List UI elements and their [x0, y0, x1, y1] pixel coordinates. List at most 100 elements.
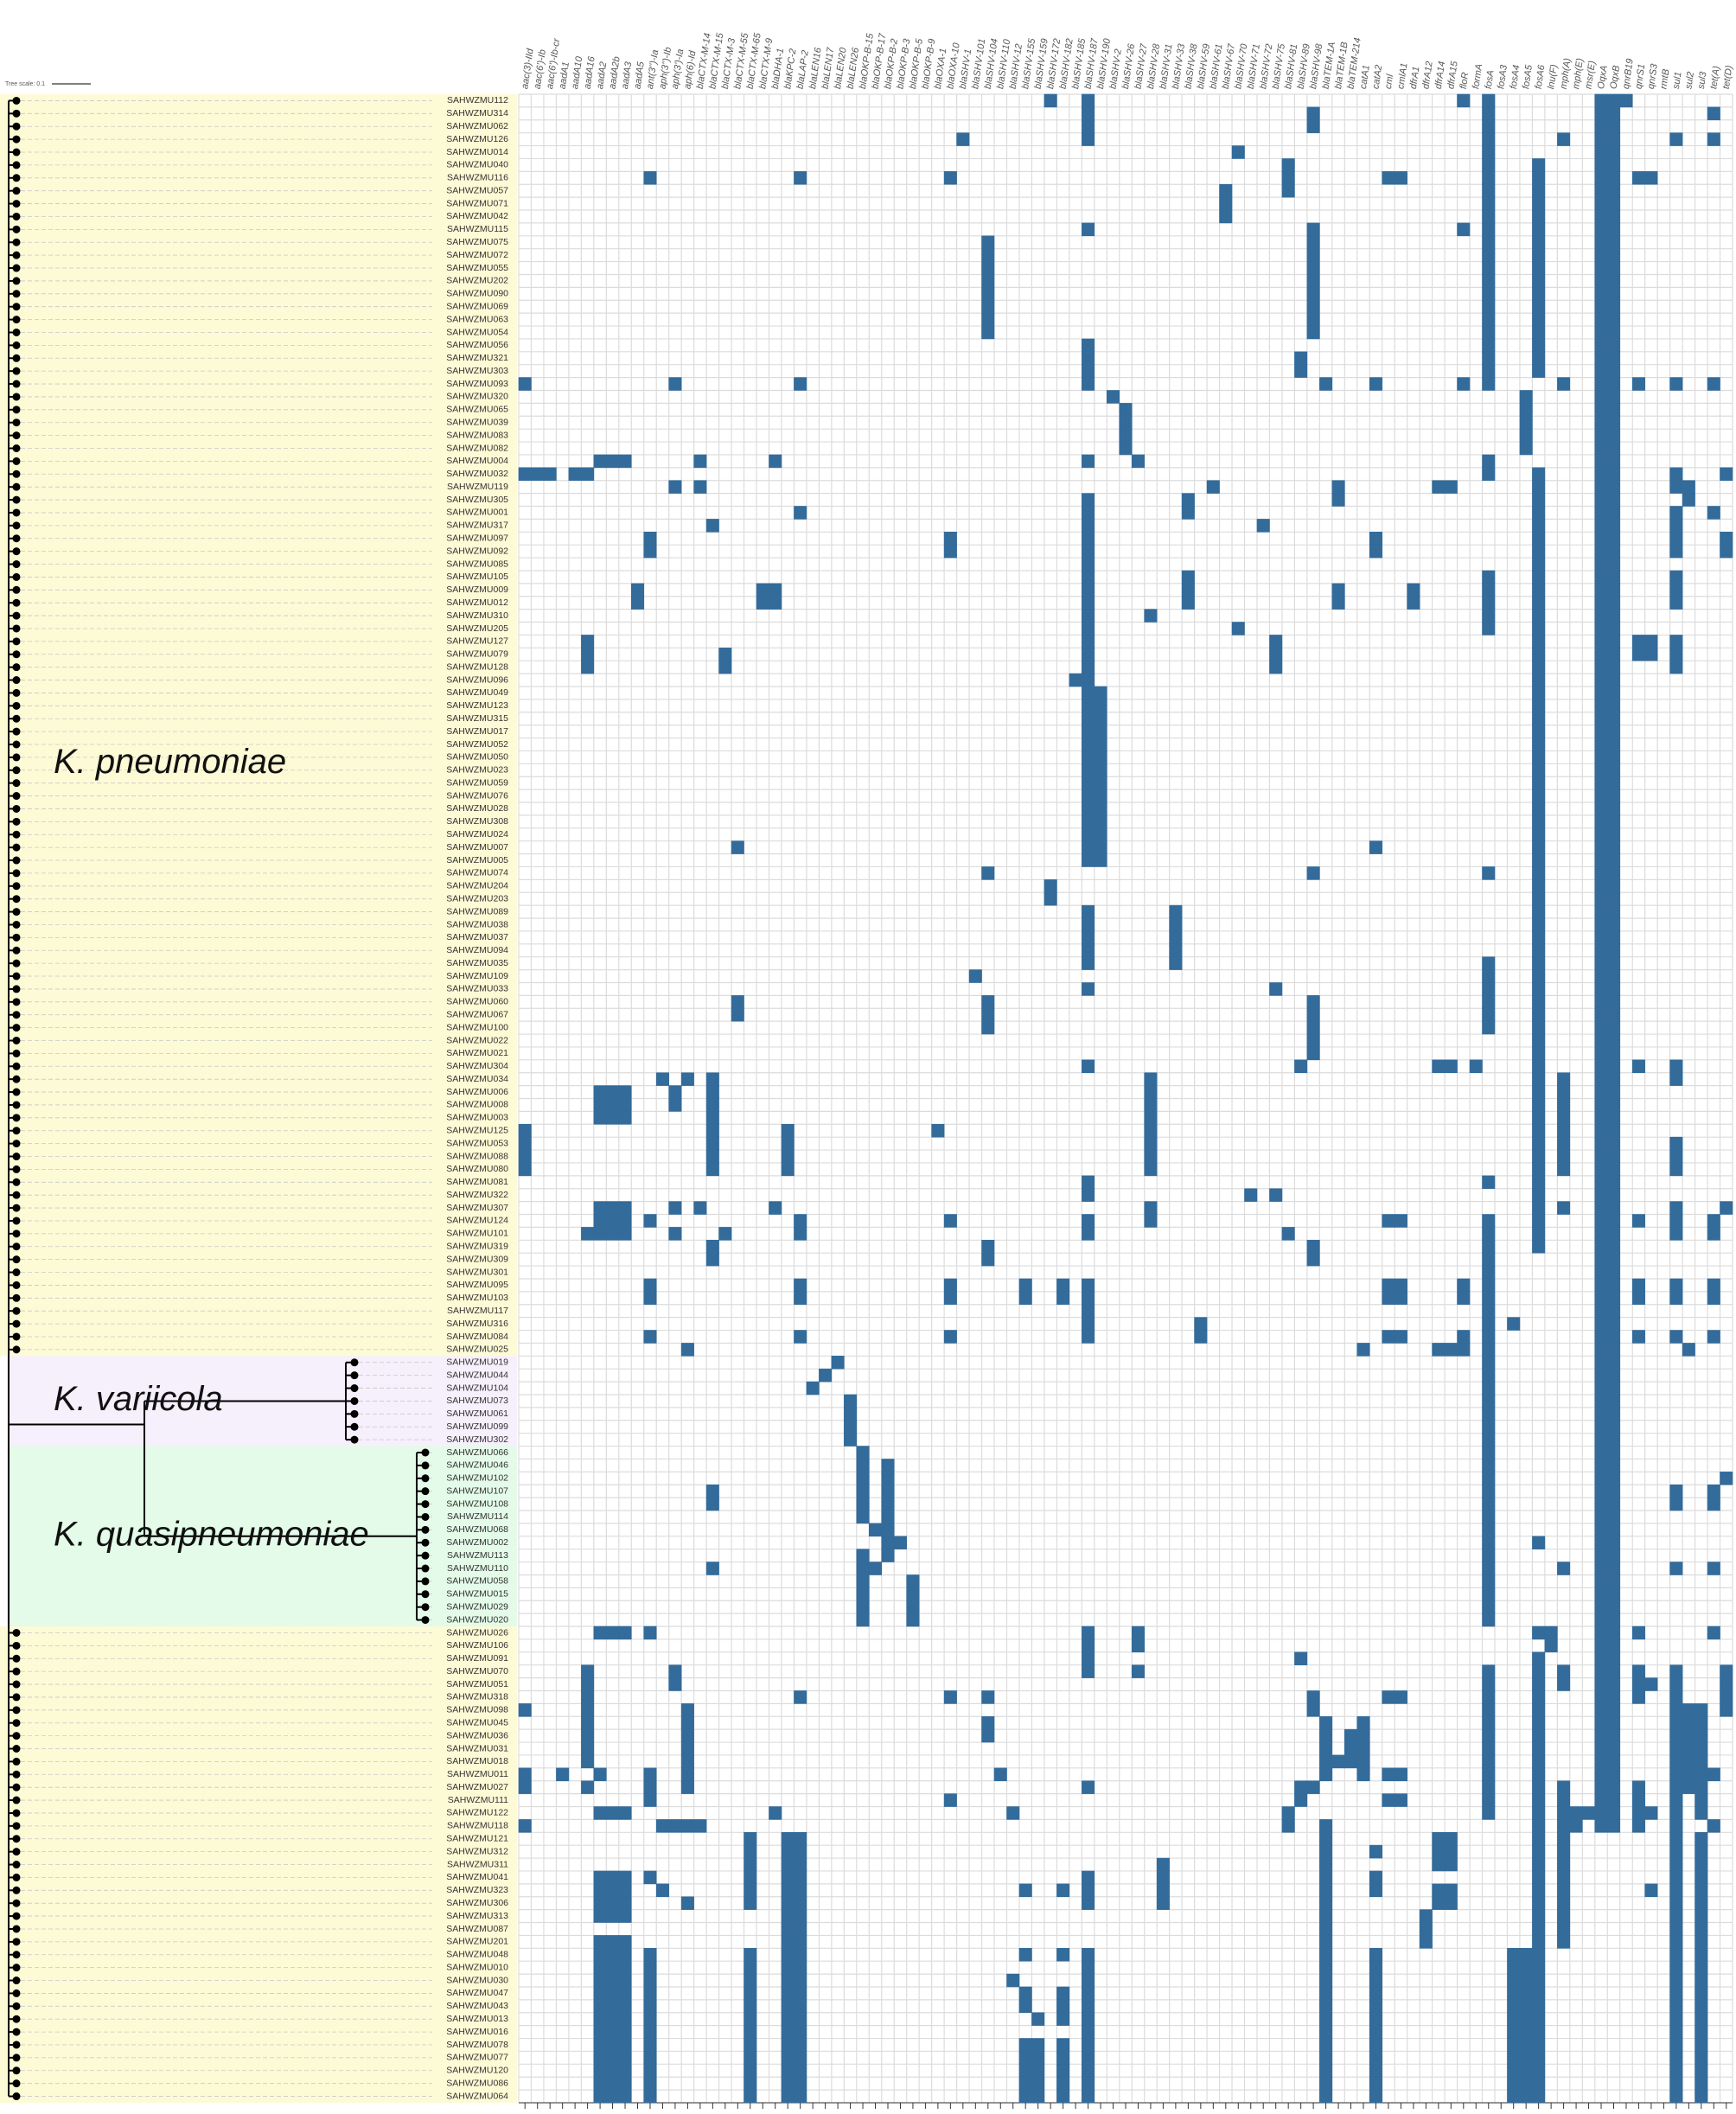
gene-present [1606, 814, 1621, 829]
sample-label: SAHWZMU091 [446, 1653, 508, 1664]
gene-present [1594, 1703, 1608, 1717]
gene-present [1532, 2038, 1546, 2052]
tree-tip [12, 1088, 21, 1096]
gene-present [1306, 261, 1320, 275]
gene-present [593, 2012, 607, 2026]
sample-label: SAHWZMU044 [446, 1370, 508, 1380]
sample-label: SAHWZMU319 [446, 1242, 508, 1252]
gene-present [606, 1111, 620, 1125]
gene-present [794, 1330, 807, 1344]
gene-present [1056, 1883, 1070, 1898]
gene-present [1606, 1111, 1621, 1125]
gene-present [581, 1728, 595, 1743]
gene-present [1606, 1330, 1621, 1344]
gene-present [1594, 1510, 1608, 1524]
tree-tip [12, 1281, 21, 1289]
gene-present [1606, 1613, 1621, 1627]
gene-present [568, 467, 582, 482]
gene-present [643, 531, 657, 546]
gene-present [1557, 1819, 1571, 1833]
tree-tip [12, 367, 21, 375]
gene-present [1082, 1291, 1095, 1306]
gene-present [1631, 377, 1645, 391]
gene-present [1594, 1587, 1608, 1601]
sample-label: SAHWZMU031 [446, 1743, 508, 1753]
gene-present [1594, 364, 1608, 378]
gene-present [1532, 364, 1546, 378]
gene-present [643, 1625, 657, 1640]
tree-tip [12, 1217, 21, 1225]
gene-present [1519, 1973, 1533, 1988]
gene-present [781, 2064, 795, 2078]
gene-present [1056, 2089, 1070, 2104]
gene-present [819, 1368, 833, 1383]
gene-present [1695, 1831, 1708, 1846]
gene-present [1557, 1123, 1571, 1138]
gene-present [1557, 1677, 1571, 1691]
sample-label: SAHWZMU075 [446, 237, 508, 247]
gene-present [1606, 1780, 1621, 1794]
gene-present [1532, 2025, 1546, 2039]
gene-present [794, 2012, 807, 2026]
tree-tip [12, 611, 21, 620]
gene-present [1606, 866, 1621, 880]
column-label: qnrB19 [1621, 58, 1636, 90]
gene-present [1606, 106, 1621, 121]
sample-label: SAHWZMU204 [446, 881, 508, 891]
gene-present [618, 2076, 632, 2091]
gene-present [1532, 1651, 1546, 1666]
gene-present [1532, 1806, 1546, 1820]
gene-present [1594, 570, 1608, 584]
gene-present [781, 1935, 795, 1949]
gene-present [1181, 570, 1195, 584]
gene-present [606, 1973, 620, 1988]
gene-present [1594, 183, 1608, 198]
tree-tip [12, 766, 21, 775]
tree-tip [12, 135, 21, 144]
gene-present [1532, 325, 1546, 340]
gene-present [1720, 544, 1733, 559]
gene-present [1594, 519, 1608, 533]
tree-tip [12, 727, 21, 736]
tree-tip [12, 264, 21, 272]
gene-present [1444, 480, 1458, 494]
gene-present [643, 2076, 657, 2091]
gene-present [1156, 1883, 1170, 1898]
gene-present [1082, 648, 1095, 661]
gene-present [1594, 1136, 1608, 1151]
gene-present [606, 2038, 620, 2052]
gene-present [1319, 1986, 1333, 2001]
gene-present [868, 1523, 883, 1537]
gene-present [1720, 1677, 1733, 1691]
gene-present [1532, 1728, 1546, 1743]
sample-label: SAHWZMU082 [446, 443, 508, 453]
gene-present [1594, 235, 1608, 249]
gene-present [1457, 377, 1471, 391]
gene-present [1482, 1806, 1496, 1820]
gene-present [1369, 1960, 1383, 1975]
gene-present [643, 1278, 657, 1293]
gene-present [1532, 158, 1546, 172]
sample-label: SAHWZMU041 [446, 1872, 508, 1882]
gene-present [1131, 1625, 1146, 1640]
gene-present [1094, 738, 1107, 751]
gene-present [1606, 930, 1621, 945]
gene-present [1482, 145, 1496, 159]
gene-present [1319, 1922, 1333, 1936]
gene-present [606, 1883, 620, 1898]
gene-present [794, 377, 807, 391]
gene-present [606, 2051, 620, 2065]
gene-present [1482, 956, 1496, 970]
tree-tip [12, 1951, 21, 1959]
gene-present [1482, 1240, 1496, 1254]
gene-present [1444, 1844, 1458, 1859]
gene-present [1606, 1703, 1621, 1717]
gene-present [781, 1922, 795, 1936]
gene-present [1482, 1664, 1496, 1678]
gene-present [1594, 1677, 1608, 1691]
gene-present [744, 2038, 757, 2052]
gene-present [1082, 853, 1095, 867]
gene-present [1482, 1549, 1496, 1562]
gene-present [1082, 814, 1095, 829]
gene-present [1669, 1999, 1683, 2014]
